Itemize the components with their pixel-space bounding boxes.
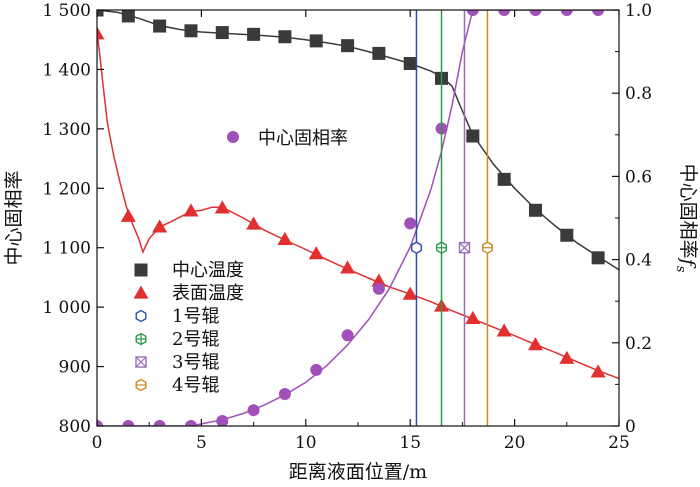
series-0-point-15 bbox=[560, 228, 574, 242]
series-2-point-5 bbox=[247, 404, 260, 417]
y-right-tick-label-2: 0.4 bbox=[625, 251, 652, 271]
series-2-point-12 bbox=[466, 10, 479, 16]
series-2-point-3 bbox=[184, 420, 197, 426]
x-tick-label-4: 20 bbox=[504, 433, 526, 453]
series-2-point-7 bbox=[310, 363, 323, 376]
roller-marker-2 bbox=[436, 241, 448, 255]
legend-label-2: 1号辊 bbox=[172, 306, 219, 327]
y-right-axis-label: 中心固相率fs bbox=[673, 164, 699, 273]
series-1-point-7 bbox=[308, 246, 324, 260]
y-left-tick-label-6: 1 400 bbox=[42, 60, 91, 80]
series-0-point-9 bbox=[372, 46, 386, 60]
y-right-axis-label-symbol: f bbox=[677, 257, 699, 269]
series-layer bbox=[97, 10, 619, 426]
y-left-tick-label-4: 1 200 bbox=[42, 179, 91, 199]
series-2-point-6 bbox=[278, 387, 291, 400]
legend-fs-label: 中心固相率 bbox=[258, 128, 348, 149]
series-1-point-10 bbox=[402, 286, 418, 300]
legend-marker-1 bbox=[133, 285, 149, 299]
series-0-point-8 bbox=[341, 39, 355, 53]
series-0-point-4 bbox=[215, 26, 229, 40]
series-2-point-0 bbox=[97, 420, 103, 426]
rollers-layer bbox=[411, 10, 493, 426]
legend-label-3: 2号辊 bbox=[172, 329, 219, 350]
series-1-point-2 bbox=[152, 219, 168, 233]
series-0-point-16 bbox=[591, 251, 605, 265]
series-0-point-5 bbox=[247, 27, 261, 41]
y-right-tick-label-5: 1.0 bbox=[625, 1, 652, 21]
series-2-point-2 bbox=[153, 420, 166, 426]
y-right-tick-label-1: 0.2 bbox=[625, 334, 652, 354]
roller-marker-4 bbox=[481, 241, 493, 255]
series-0-point-10 bbox=[403, 56, 417, 70]
x-tick-label-1: 5 bbox=[196, 433, 207, 453]
legend-label-0: 中心温度 bbox=[172, 260, 244, 281]
legend-fs-marker bbox=[227, 131, 239, 143]
series-0-point-12 bbox=[466, 129, 480, 143]
series-1-point-12 bbox=[465, 310, 481, 325]
series-1-point-5 bbox=[246, 216, 262, 230]
y-left-tick-label-7: 1 500 bbox=[42, 1, 91, 21]
series-line-0 bbox=[97, 10, 619, 271]
x-tick-label-2: 10 bbox=[295, 433, 317, 453]
y-left-axis-label: 中心固相率 bbox=[3, 170, 25, 265]
x-axis-label: 距离液面位置/m bbox=[289, 461, 427, 483]
series-1-point-16 bbox=[590, 364, 606, 378]
series-1-point-4 bbox=[214, 200, 230, 214]
x-tick-label-3: 15 bbox=[399, 433, 421, 453]
legend-label-5: 4号辊 bbox=[172, 375, 219, 396]
series-2-point-10 bbox=[404, 217, 417, 230]
x-tick-label-0: 0 bbox=[92, 433, 103, 453]
y-left-tick-label-3: 1 100 bbox=[42, 239, 91, 259]
series-line-1 bbox=[97, 32, 619, 380]
series-1-point-14 bbox=[527, 337, 543, 351]
series-1-point-8 bbox=[340, 260, 356, 274]
y-right-axis-label-subscript: s bbox=[673, 266, 688, 273]
y-right-tick-label-3: 0.6 bbox=[625, 167, 652, 187]
series-1-point-13 bbox=[496, 323, 512, 337]
series-0-point-14 bbox=[528, 203, 542, 217]
series-0-point-7 bbox=[309, 34, 323, 48]
series-2-point-14 bbox=[529, 10, 542, 16]
y-right-tick-label-0: 0 bbox=[625, 417, 636, 437]
y-left-tick-label-1: 900 bbox=[59, 358, 91, 378]
legend-label-4: 3号辊 bbox=[172, 352, 219, 373]
series-1-point-15 bbox=[559, 350, 575, 364]
roller-marker-3 bbox=[458, 242, 471, 254]
series-1-point-0 bbox=[97, 26, 105, 40]
legend-label-1: 表面温度 bbox=[172, 283, 244, 304]
series-1-point-1 bbox=[120, 208, 136, 222]
legend-marker-0 bbox=[134, 263, 148, 277]
series-2-point-1 bbox=[122, 420, 135, 426]
series-2-point-13 bbox=[498, 10, 511, 16]
legend-marker-3 bbox=[135, 332, 147, 346]
x-tick-label-5: 25 bbox=[608, 433, 630, 453]
y-left-tick-label-0: 800 bbox=[59, 417, 91, 437]
series-0-point-2 bbox=[153, 19, 167, 33]
legend-marker-2 bbox=[135, 309, 147, 323]
legend-marker-5 bbox=[135, 378, 147, 392]
y-left-tick-label-5: 1 300 bbox=[42, 120, 91, 140]
series-0-point-0 bbox=[97, 10, 104, 17]
y-left-tick-label-2: 1 000 bbox=[42, 298, 91, 318]
series-2-point-16 bbox=[592, 10, 605, 16]
y-right-axis-label-text: 中心固相率 bbox=[677, 164, 699, 259]
series-2-point-15 bbox=[560, 10, 573, 16]
series-1-point-3 bbox=[183, 203, 199, 217]
y-right-tick-label-4: 0.8 bbox=[625, 84, 652, 104]
series-0-point-13 bbox=[497, 172, 511, 186]
series-0-point-6 bbox=[278, 30, 292, 44]
ticks-layer: 0 5 10 15 20 25 800 900 1 000 1 100 1 200 1 300 1 40… bbox=[42, 1, 652, 453]
series-1-point-6 bbox=[277, 231, 293, 246]
series-1-point-9 bbox=[371, 273, 387, 287]
roller-marker-1 bbox=[411, 241, 422, 255]
legend-marker-4 bbox=[135, 356, 147, 368]
series-2-point-9 bbox=[372, 282, 385, 295]
series-2-point-8 bbox=[341, 329, 354, 342]
series-2-point-4 bbox=[216, 415, 229, 426]
series-0-point-3 bbox=[184, 24, 198, 38]
series-0-point-1 bbox=[121, 10, 135, 23]
